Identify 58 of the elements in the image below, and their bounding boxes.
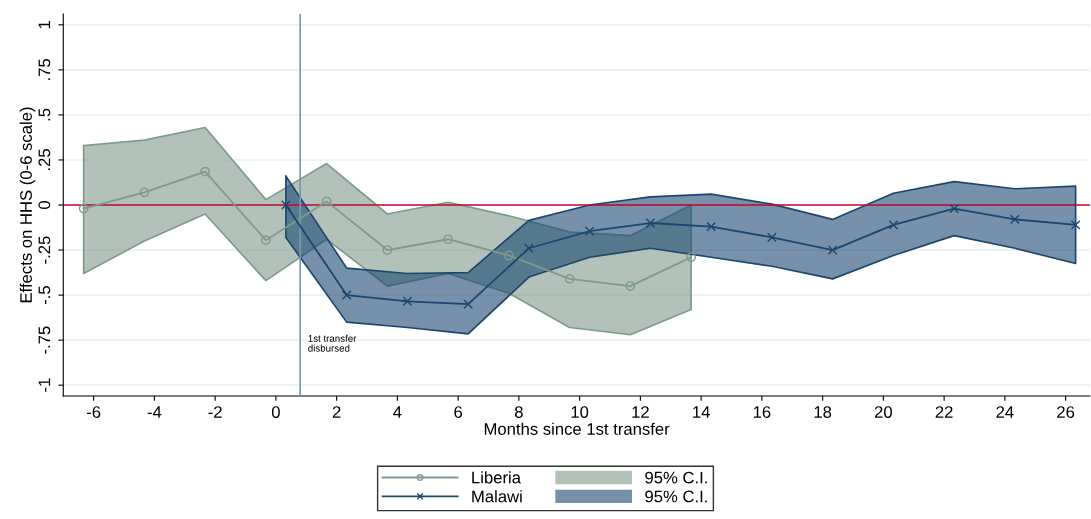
point [321, 196, 332, 207]
x-tick-label: -6 [86, 406, 101, 418]
text: 95% C.I. [645, 490, 707, 503]
point [139, 187, 150, 198]
legend-label: Liberia [472, 471, 521, 484]
ref-line-label: 1st transfer disbursed [308, 334, 357, 352]
point [888, 219, 899, 230]
x-tick-label: 22 [935, 406, 953, 418]
point [341, 290, 352, 300]
point [645, 218, 656, 228]
legend-label: Malawi [472, 490, 522, 503]
point [402, 296, 413, 307]
x-tick-label: -4 [147, 406, 162, 418]
point [443, 234, 453, 245]
y-tick-label: .25 [38, 149, 51, 171]
point [78, 203, 89, 214]
y-tick-label: -1 [38, 378, 51, 392]
point [1010, 214, 1020, 225]
point [1070, 219, 1081, 230]
x-tick-label: 10 [571, 406, 589, 418]
x-tick-label: 16 [753, 406, 771, 418]
x-tick-label: 20 [874, 406, 892, 418]
point [584, 226, 595, 236]
point [261, 235, 271, 246]
point [503, 250, 514, 261]
y-tick-label: -.75 [38, 326, 51, 354]
y-tick-label: .75 [38, 58, 51, 80]
x-tick-label: 0 [271, 406, 280, 418]
y-tick-label: .5 [38, 108, 51, 121]
y-tick-label: -.25 [38, 236, 51, 264]
y-tick-label: 0 [38, 201, 51, 209]
x-tick-label: 4 [393, 406, 402, 418]
point [281, 200, 291, 210]
x-tick-label: 24 [996, 406, 1014, 418]
point [463, 299, 474, 309]
y-tick-label: 1 [38, 21, 51, 29]
point [706, 221, 717, 232]
point [949, 203, 960, 214]
x-tick-label: 12 [632, 406, 649, 418]
x-tick-label: 2 [332, 406, 341, 418]
point [686, 252, 696, 263]
point [625, 281, 636, 291]
x-tick-label: 18 [814, 406, 832, 418]
point [564, 274, 575, 284]
x-tick-label: 8 [514, 406, 523, 418]
y-axis-title: Effects on HHS (0-6 scale) [19, 107, 36, 303]
point [524, 243, 534, 254]
x-tick-label: -2 [208, 406, 222, 418]
x-axis-title: Months since 1st transfer [484, 422, 670, 435]
point [767, 232, 777, 243]
x-tick-label: 6 [454, 406, 463, 418]
x-tick-label: 26 [1057, 406, 1075, 418]
y-tick-label: -.5 [38, 286, 51, 305]
text: 95% C.I. [645, 471, 707, 484]
point [382, 245, 393, 255]
point [827, 245, 838, 255]
x-tick-label: 14 [693, 406, 710, 418]
point [200, 166, 210, 177]
